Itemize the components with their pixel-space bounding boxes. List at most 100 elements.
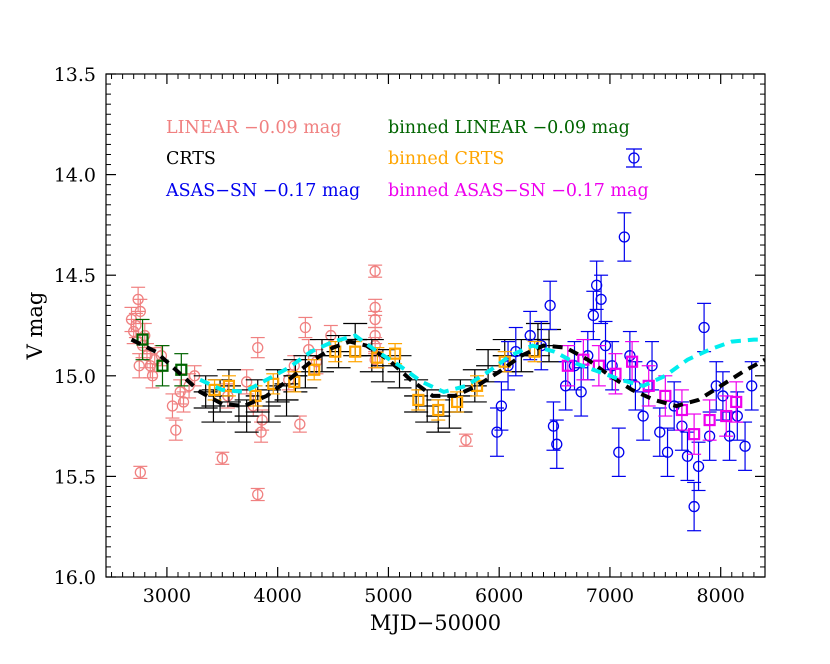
series-2-point xyxy=(605,340,620,391)
series-0-marker xyxy=(177,396,190,408)
series-2-marker xyxy=(654,426,666,438)
series-0-point xyxy=(132,353,147,379)
series-2-marker xyxy=(681,450,694,462)
series-2-point xyxy=(660,427,675,477)
legend-entry-2: ASAS−SN −0.17 mag xyxy=(165,181,360,201)
series-3 xyxy=(135,318,189,387)
series-4-marker xyxy=(412,393,425,407)
series-0-marker xyxy=(252,488,264,501)
model-line-1 xyxy=(199,333,765,395)
series-2-point xyxy=(680,431,695,482)
y-tick-label: 14.5 xyxy=(54,265,96,287)
series-5 xyxy=(560,338,744,455)
series-2-marker xyxy=(606,360,618,372)
series-2-marker xyxy=(661,446,674,458)
series-2-marker xyxy=(575,386,587,398)
series-0-marker xyxy=(288,360,300,372)
y-tick-label: 16.0 xyxy=(54,567,96,589)
series-4-point xyxy=(266,373,281,395)
series-2-marker xyxy=(491,426,503,438)
series-5-marker xyxy=(730,395,743,409)
series-2-marker xyxy=(547,420,560,432)
series-2-marker xyxy=(618,231,630,243)
legend-entry-1: CRTS xyxy=(166,149,216,169)
series-3-marker xyxy=(156,359,169,372)
series-0-point xyxy=(165,393,180,419)
series-3-point xyxy=(155,345,170,387)
series-2-point xyxy=(574,367,589,417)
series-2-point xyxy=(744,361,759,411)
series-2-point xyxy=(617,212,632,262)
series-5-marker xyxy=(703,413,716,427)
series-4-point xyxy=(221,375,236,397)
series-2-point xyxy=(546,401,561,451)
series-2-point xyxy=(636,391,651,441)
y-tick-label: 15.5 xyxy=(54,466,96,488)
series-0-marker xyxy=(369,265,381,277)
series-0-marker xyxy=(146,370,159,382)
series-3-marker xyxy=(136,333,149,346)
series-0-marker xyxy=(170,424,182,436)
series-4-marker xyxy=(308,363,321,376)
series-2-marker xyxy=(524,329,536,342)
series-0-point xyxy=(250,336,265,359)
y-tick-label: 13.5 xyxy=(54,64,96,86)
series-0-point xyxy=(168,419,183,441)
series-5-point xyxy=(625,340,640,383)
series-0-marker xyxy=(134,466,146,479)
series-2-marker xyxy=(692,460,705,472)
series-0-point xyxy=(176,391,191,413)
y-axis-label: V mag xyxy=(23,292,47,361)
series-0-marker xyxy=(133,360,145,372)
series-0-marker xyxy=(166,400,179,412)
series-2-marker xyxy=(587,309,599,322)
series-5-point xyxy=(687,413,702,455)
legend-symbol xyxy=(626,148,642,168)
series-2-point xyxy=(628,361,643,411)
series-2-point xyxy=(697,302,712,353)
series-2-marker xyxy=(544,299,556,312)
x-axis-label: MJD−50000 xyxy=(370,611,501,635)
series-2-point xyxy=(549,419,564,469)
x-tick-label: 3000 xyxy=(143,585,191,607)
series-0-point xyxy=(298,316,313,339)
series-0-point xyxy=(368,264,383,278)
x-tick-label: 7000 xyxy=(586,585,634,607)
series-2-marker xyxy=(746,380,758,392)
series-2-point xyxy=(594,274,609,325)
series-0-marker xyxy=(216,452,228,464)
series-4-marker xyxy=(249,389,262,403)
x-tick-label: 4000 xyxy=(253,585,301,607)
series-0-marker xyxy=(241,376,253,388)
series-2-marker xyxy=(495,400,508,412)
series-0-marker xyxy=(130,319,142,332)
series-5-point xyxy=(719,395,734,437)
series-2-point xyxy=(622,330,637,381)
series-4-marker xyxy=(267,377,280,390)
x-tick-label: 6000 xyxy=(475,585,523,607)
series-0-marker xyxy=(134,305,146,318)
series-5-marker xyxy=(720,409,733,423)
series-5-marker xyxy=(688,428,701,441)
series-4-point xyxy=(431,399,446,421)
legend-entry-4: binned CRTS xyxy=(388,149,504,169)
series-4-marker xyxy=(222,379,236,392)
series-2-marker xyxy=(613,446,625,458)
series-4-marker xyxy=(388,347,402,360)
series-2-point xyxy=(543,280,558,331)
legend-entry-0: LINEAR −0.09 mag xyxy=(166,118,341,138)
series-5-marker xyxy=(625,355,639,368)
series-3-point xyxy=(135,318,150,361)
model-line-0 xyxy=(130,337,765,409)
legend-entry-3: binned LINEAR −0.09 mag xyxy=(388,118,630,138)
series-2-marker xyxy=(551,438,563,450)
series-2-point xyxy=(611,427,626,477)
x-tick-label: 5000 xyxy=(364,585,412,607)
series-0-point xyxy=(215,451,230,465)
series-0-marker xyxy=(369,313,381,326)
series-2-point xyxy=(586,290,601,341)
x-tick-label: 8000 xyxy=(697,585,745,607)
y-tick-label: 15.0 xyxy=(54,366,96,388)
series-5-point xyxy=(729,381,744,423)
